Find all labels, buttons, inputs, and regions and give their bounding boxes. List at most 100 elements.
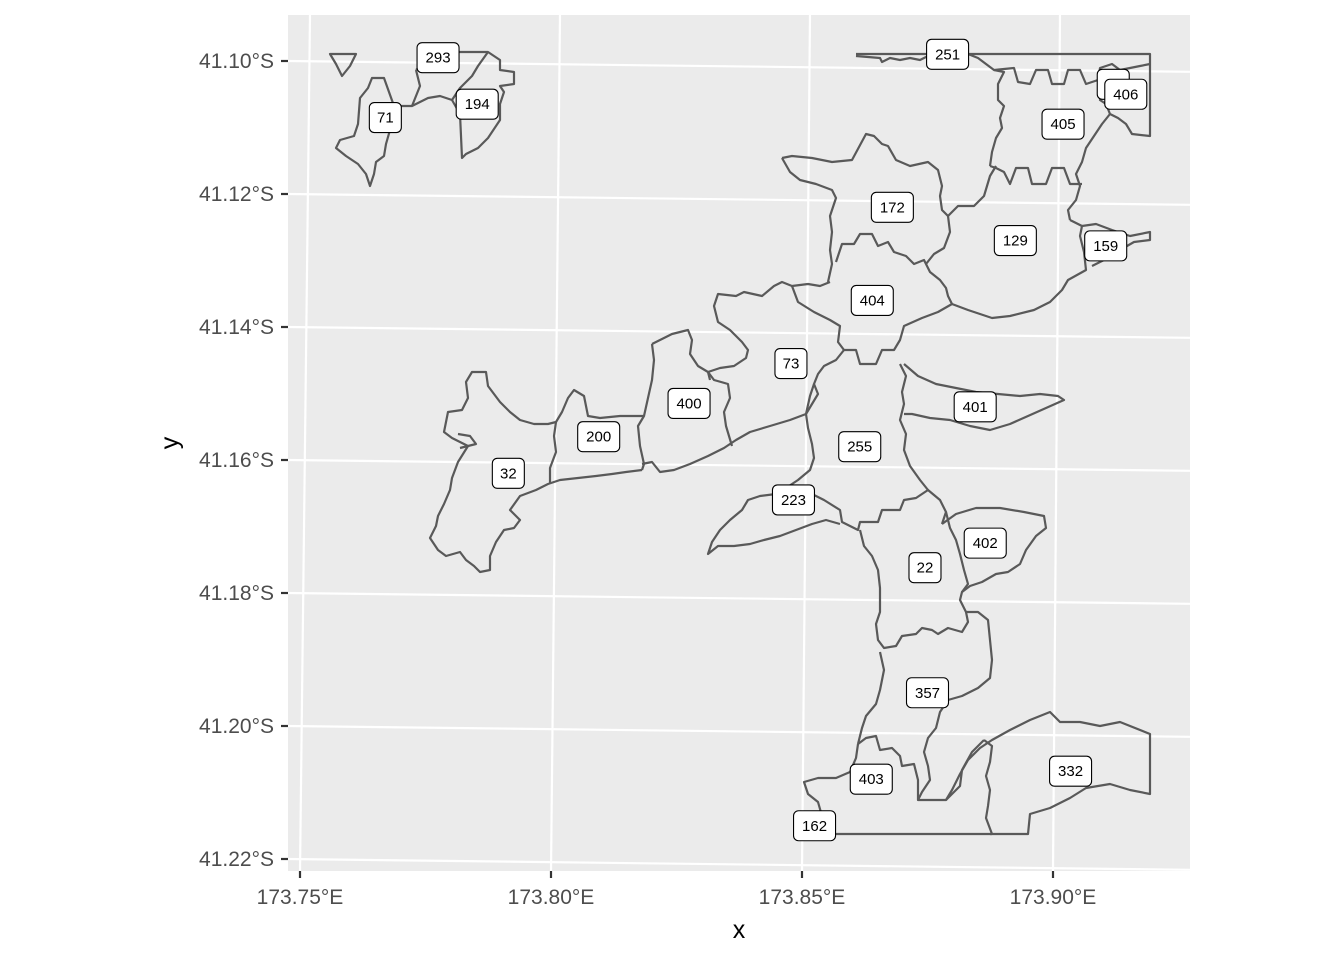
region-label-box	[850, 284, 894, 316]
region-outline	[967, 52, 1006, 167]
y-axis: 41.10°S 41.12°S 41.14°S 41.16°S 41.18°S 41.20…	[199, 50, 288, 871]
region-outline	[790, 285, 953, 366]
y-tick-label: 41.12°S	[199, 183, 274, 206]
region-label-text: 400	[677, 395, 702, 412]
region-label: 159	[1084, 230, 1128, 262]
region-label-box	[792, 810, 837, 842]
region-label-box	[905, 677, 950, 709]
region-label-box	[993, 225, 1037, 257]
region-label-box	[491, 457, 525, 489]
x-tick-label: 173.80°E	[508, 886, 595, 909]
region-label-text: 194	[465, 96, 490, 113]
region-label-text: 71	[377, 110, 394, 127]
region-outline	[328, 52, 358, 78]
region-outline	[457, 432, 478, 450]
region-outline	[857, 710, 1152, 836]
region-label: 129	[993, 225, 1037, 257]
region-label-text: 200	[586, 429, 611, 446]
region-outline	[944, 511, 970, 593]
y-tick-label: 41.16°S	[199, 449, 274, 472]
x-tick-label: 173.85°E	[759, 886, 846, 909]
region-label: 22	[908, 552, 942, 584]
region-outline	[993, 62, 1151, 86]
region-outline	[1069, 219, 1083, 227]
region-label: 255	[838, 431, 882, 463]
region-label-text: 406	[1113, 86, 1138, 103]
region-label-text: 357	[915, 685, 940, 702]
region-label-box	[849, 763, 893, 795]
region-label-box	[926, 38, 970, 70]
y-tick-label: 41.22°S	[199, 848, 274, 871]
grid-line-meridian	[1051, 14, 1062, 872]
grid-line-parallel	[287, 192, 1191, 206]
region-label-box	[416, 42, 460, 74]
grid-line-meridian	[298, 14, 312, 872]
region-label: 71	[368, 101, 402, 134]
region-outline	[334, 50, 516, 188]
y-tick-label: 41.20°S	[199, 715, 274, 738]
grid-line-parallel	[287, 325, 1191, 339]
region-outline	[856, 651, 886, 745]
region-outline	[1066, 113, 1111, 221]
region-label-box	[577, 421, 621, 453]
region-label: 403	[849, 763, 893, 795]
region-label: 200	[577, 421, 621, 453]
region-outline	[811, 488, 948, 532]
region-label: 404	[850, 284, 894, 316]
region-label-text: 22	[917, 560, 934, 577]
region-label-box	[771, 484, 816, 516]
region-label-text: 255	[847, 439, 872, 456]
region-label-box	[1049, 755, 1093, 787]
region-outline	[641, 349, 845, 474]
region-label-box	[1041, 108, 1085, 140]
y-tick-label: 41.18°S	[199, 582, 274, 605]
region-outline	[903, 363, 1066, 432]
region-polygons	[328, 50, 1152, 836]
x-axis: 173.75°E 173.80°E 173.85°E 173.90°E	[257, 871, 1097, 909]
y-tick-label: 41.14°S	[199, 316, 274, 339]
region-labels: 2937119425148406405172129159404734014002…	[368, 38, 1148, 842]
region-label-box	[963, 527, 1007, 559]
region-label-box	[838, 431, 882, 463]
region-outline	[855, 53, 933, 64]
region-label-box	[455, 88, 499, 120]
region-label-box	[1084, 230, 1128, 262]
region-label: 400	[667, 387, 711, 420]
region-outline	[983, 739, 994, 835]
region-label-text: 332	[1058, 763, 1083, 780]
region-label-box	[774, 348, 808, 380]
region-outline	[548, 421, 558, 484]
region-label-box	[1104, 78, 1148, 110]
region-label: 405	[1041, 108, 1085, 140]
region-label: 357	[905, 677, 950, 709]
region-outline	[775, 383, 816, 495]
grid-line-parallel	[287, 857, 1191, 871]
grid-line-parallel	[287, 724, 1191, 738]
region-label: 32	[491, 457, 525, 489]
region-label-box	[667, 387, 711, 420]
region-outline	[951, 222, 1152, 320]
region-label: 293	[416, 42, 460, 74]
region-label: 251	[926, 38, 970, 70]
region-outline	[428, 370, 643, 574]
region-outline	[555, 388, 644, 423]
region-label-text: 251	[935, 46, 960, 63]
region-outline	[989, 164, 1082, 186]
region-label-text: 401	[963, 399, 988, 416]
region-outline	[410, 69, 422, 107]
x-tick-label: 173.75°E	[257, 886, 344, 909]
region-label: 332	[1049, 755, 1093, 787]
region-outline	[651, 328, 734, 447]
region-label: 172	[870, 191, 914, 223]
x-tick-label: 173.90°E	[1010, 886, 1097, 909]
region-label-text: 73	[783, 356, 800, 373]
region-outline	[925, 215, 952, 265]
region-outline	[898, 363, 929, 491]
region-label-text: 223	[781, 492, 806, 509]
region-label-text: 293	[426, 50, 451, 67]
x-axis-title: x	[733, 916, 746, 944]
region-label: 401	[953, 391, 997, 423]
region-label-text: 32	[500, 465, 517, 482]
region-label: 406	[1104, 78, 1148, 110]
